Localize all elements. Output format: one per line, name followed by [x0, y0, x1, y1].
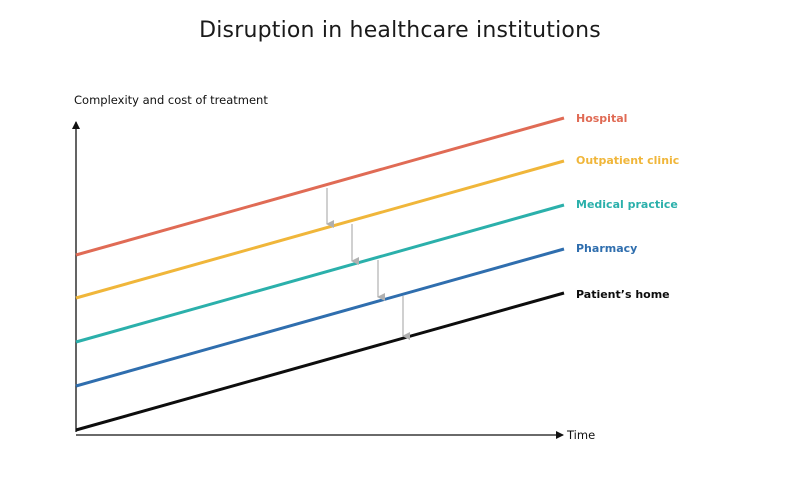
y-axis-label: Complexity and cost of treatment	[74, 93, 268, 107]
line-hospital	[75, 116, 565, 257]
label-pharmacy: Pharmacy	[576, 242, 637, 255]
label-outpatient-clinic: Outpatient clinic	[576, 154, 679, 167]
line-medical-practice	[75, 203, 565, 344]
line-pharmacy	[75, 247, 565, 388]
label-patients-home: Patient’s home	[576, 288, 670, 301]
label-medical-practice: Medical practice	[576, 198, 678, 211]
x-axis-label: Time	[566, 428, 595, 442]
label-hospital: Hospital	[576, 112, 627, 125]
line-patients-home	[75, 291, 565, 432]
line-outpatient-clinic	[75, 159, 565, 300]
diagram-title: Disruption in healthcare institutions	[199, 18, 601, 43]
